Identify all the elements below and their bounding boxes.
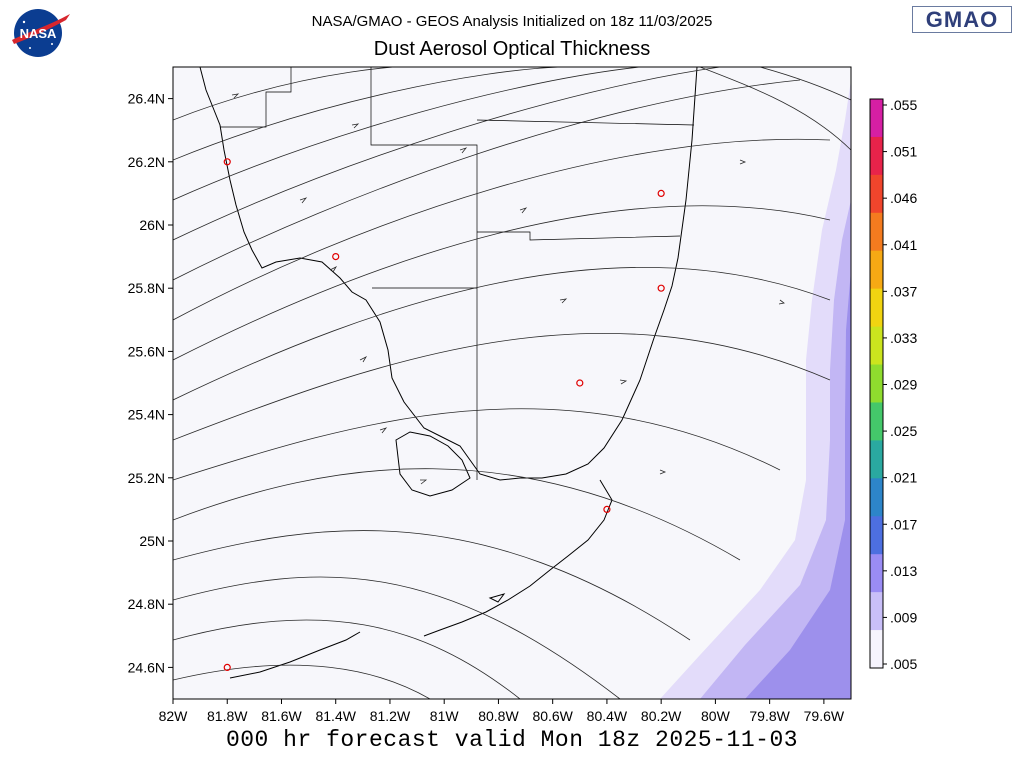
lat-tick-label: 25N	[139, 533, 165, 549]
colorbar-label: .055	[890, 97, 917, 113]
nasa-logo-text: NASA	[20, 26, 57, 41]
colorbar-swatch	[870, 402, 883, 441]
colorbar-label: .013	[890, 563, 917, 579]
streamline-arrows	[231, 93, 785, 485]
colorbar-swatch	[870, 478, 883, 517]
lon-tick-label: 79.8W	[749, 708, 790, 724]
colorbar-swatch	[870, 554, 883, 593]
chart-title-line1: NASA/GMAO - GEOS Analysis Initialized on…	[311, 13, 713, 30]
station-marker	[576, 379, 584, 387]
colorbar-swatch	[870, 288, 883, 328]
colorbar-label: .021	[890, 470, 917, 486]
lon-tick-label: 81.6W	[261, 708, 302, 724]
colorbar-swatch	[870, 212, 883, 252]
colorbar: .055 .051 .046 .041 .037 .033 .029 .025 .021 .017…	[869, 97, 917, 672]
longitude-axis: 82W 81.8W 81.6W 81.4W 81.2W 81W 80.8W 80.6W 80.4…	[159, 699, 845, 724]
colorbar-swatch	[870, 440, 883, 479]
colorbar-swatch	[870, 250, 883, 290]
plot-frame	[172, 66, 852, 700]
chart-title-line2: Dust Aerosol Optical Thickness	[373, 38, 651, 60]
colorbar-swatch	[870, 364, 883, 403]
colorbar-label: .025	[890, 423, 917, 439]
station-marker	[657, 284, 665, 292]
lat-tick-label: 26.2N	[128, 154, 165, 170]
station-markers	[223, 158, 665, 672]
colorbar-label: .051	[890, 144, 917, 160]
colorbar-swatch	[870, 99, 883, 138]
station-marker	[657, 189, 665, 197]
colorbar-label: .046	[890, 190, 917, 206]
colorbar-swatch	[870, 630, 883, 669]
colorbar-label: .029	[890, 377, 917, 393]
lon-tick-label: 81W	[430, 708, 460, 724]
lat-tick-label: 25.4N	[128, 407, 165, 423]
wind-streamlines	[173, 67, 851, 699]
lat-tick-label: 26N	[139, 217, 165, 233]
station-marker	[223, 663, 231, 672]
colorbar-label: .033	[890, 330, 917, 346]
colorbar-label: .009	[890, 609, 917, 625]
station-marker	[332, 253, 340, 261]
colorbar-label: .005	[890, 656, 917, 672]
lon-tick-label: 81.2W	[370, 708, 411, 724]
lat-tick-label: 25.8N	[128, 280, 165, 296]
lon-tick-label: 80W	[701, 708, 731, 724]
dust-field-mid	[700, 200, 851, 699]
colorbar-swatch	[870, 592, 883, 631]
dust-field-dark	[745, 270, 851, 699]
colorbar-frame	[869, 98, 884, 669]
lon-tick-label: 80.6W	[532, 708, 573, 724]
lat-tick-label: 26.4N	[128, 91, 165, 107]
forecast-valid-time: 000 hr forecast valid Mon 18z 2025-11-03	[225, 727, 799, 753]
station-marker	[603, 505, 611, 513]
nasa-logo: NASA	[8, 6, 72, 58]
lon-tick-label: 82W	[159, 708, 189, 724]
station-marker	[223, 158, 231, 166]
lon-tick-label: 80.8W	[478, 708, 519, 724]
latitude-axis: 26.4N 26.2N 26N 25.8N 25.6N 25.4N 25.2N 25N 24.8…	[128, 91, 173, 675]
colorbar-label: .041	[890, 237, 917, 253]
colorbar-swatch	[870, 326, 883, 366]
lon-tick-label: 81.8W	[207, 708, 248, 724]
coastline	[199, 67, 698, 679]
dust-field-light	[660, 67, 851, 699]
lon-tick-label: 79.6W	[804, 708, 845, 724]
lat-tick-label: 25.2N	[128, 470, 165, 486]
lon-tick-label: 81.4W	[315, 708, 356, 724]
lon-tick-label: 80.4W	[587, 708, 628, 724]
lat-tick-label: 25.6N	[128, 343, 165, 359]
lat-tick-label: 24.6N	[128, 659, 165, 675]
colorbar-swatch	[870, 516, 883, 555]
colorbar-label: .017	[890, 516, 917, 532]
lat-tick-label: 24.8N	[128, 596, 165, 612]
gmao-logo: GMAO	[912, 6, 1012, 33]
lon-tick-label: 80.2W	[641, 708, 682, 724]
plot-background	[173, 67, 851, 699]
colorbar-swatch	[870, 136, 883, 176]
colorbar-swatch	[870, 174, 883, 214]
colorbar-label: .037	[890, 283, 917, 299]
